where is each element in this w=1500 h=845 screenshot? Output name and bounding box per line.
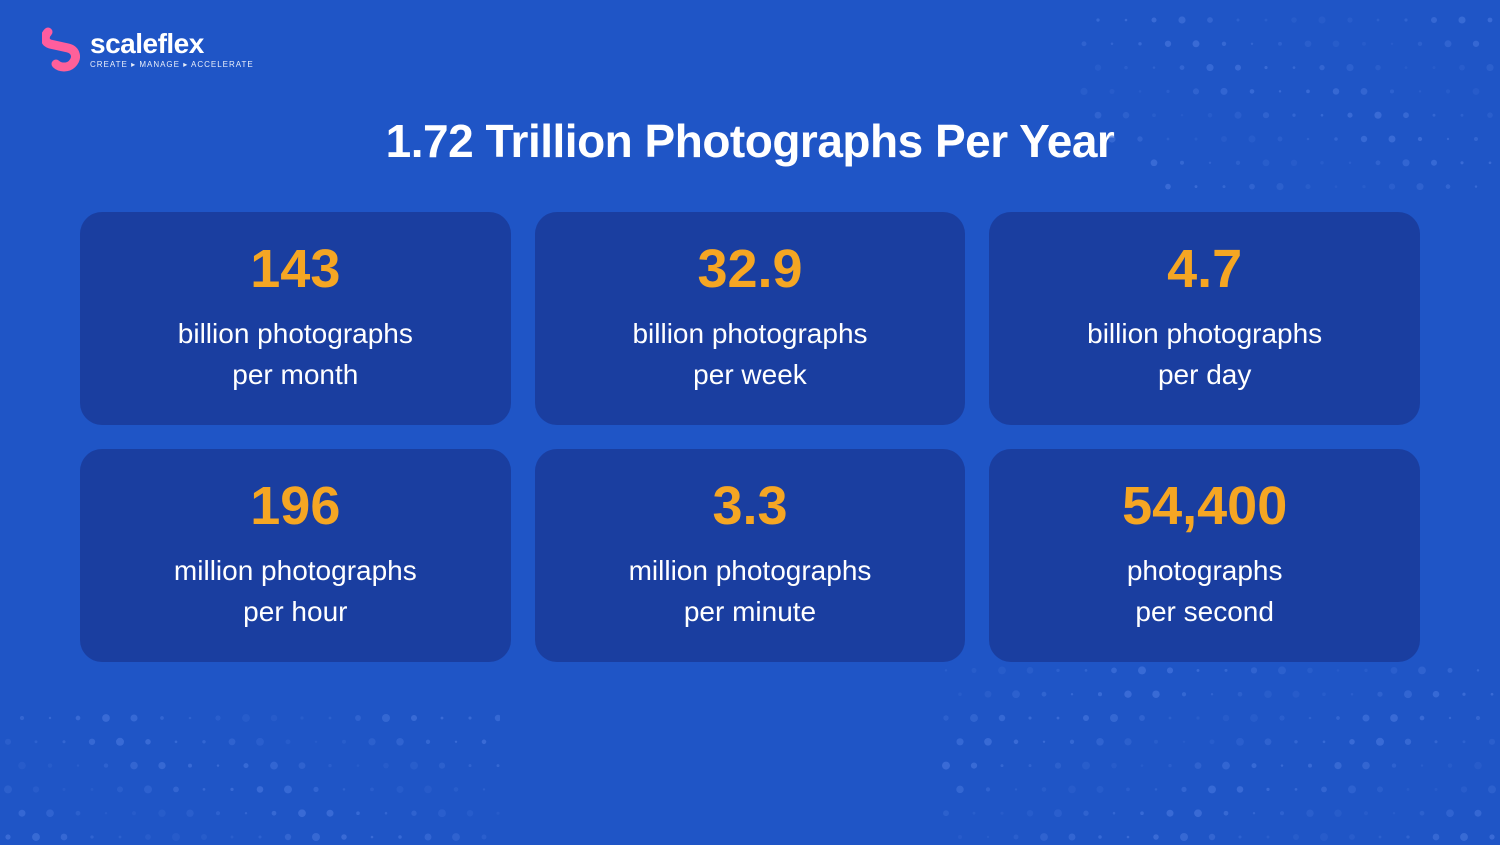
stat-card: 143 billion photographs per month [80, 212, 511, 425]
stat-card: 54,400 photographs per second [989, 449, 1420, 662]
stat-value: 143 [250, 242, 340, 296]
stat-label: photographs per second [1127, 551, 1283, 632]
stat-value: 32.9 [697, 242, 802, 296]
brand-name: scaleflex [90, 30, 254, 58]
stat-value: 54,400 [1122, 479, 1287, 533]
stat-label: million photographs per hour [174, 551, 417, 632]
stats-grid: 143 billion photographs per month 32.9 bill… [80, 212, 1420, 662]
scaleflex-mark-icon [42, 26, 80, 72]
stat-label: billion photographs per day [1087, 314, 1322, 395]
stat-card: 196 million photographs per hour [80, 449, 511, 662]
stat-value: 3.3 [712, 479, 787, 533]
infographic-canvas: scaleflex CREATE ▸ MANAGE ▸ ACCELERATE 1… [0, 0, 1500, 845]
stat-value: 196 [250, 479, 340, 533]
dots-top-right [1080, 10, 1500, 210]
stat-card: 3.3 million photographs per minute [535, 449, 966, 662]
stat-label: billion photographs per month [178, 314, 413, 395]
brand-tagline: CREATE ▸ MANAGE ▸ ACCELERATE [90, 61, 254, 69]
dots-bottom-right [940, 645, 1500, 845]
stat-card: 4.7 billion photographs per day [989, 212, 1420, 425]
stat-card: 32.9 billion photographs per week [535, 212, 966, 425]
dots-bottom-left [0, 685, 500, 845]
brand-logo: scaleflex CREATE ▸ MANAGE ▸ ACCELERATE [42, 26, 254, 72]
page-title: 1.72 Trillion Photographs Per Year [80, 114, 1420, 168]
stat-value: 4.7 [1167, 242, 1242, 296]
stat-label: billion photographs per week [632, 314, 867, 395]
stat-label: million photographs per minute [629, 551, 872, 632]
